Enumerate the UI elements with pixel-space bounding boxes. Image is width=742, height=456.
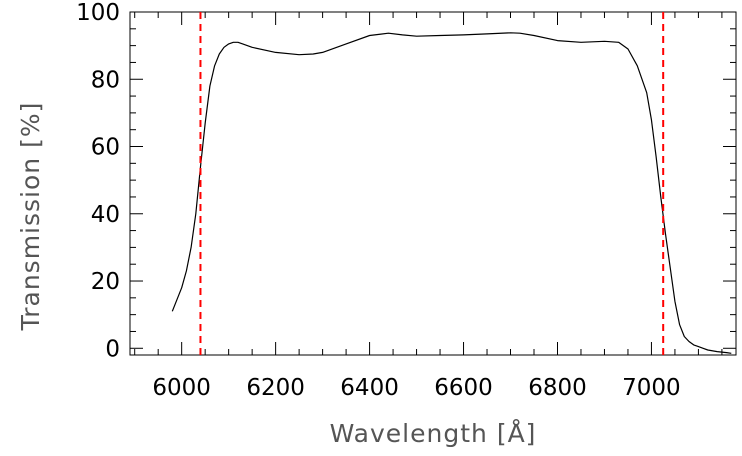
x-tick-label: 6600 (434, 375, 493, 401)
transmission-curve (171, 32, 732, 354)
ticks-layer: 6000 6200 6400 6600 6800 7000 0 20 40 60 80 100 (76, 0, 736, 401)
x-tick-label: 6200 (246, 375, 305, 401)
y-axis-title: Transmission [%] (16, 102, 45, 332)
y-tick-label: 20 (91, 269, 120, 295)
x-tick-label: 6800 (528, 375, 587, 401)
plot-frame (129, 11, 737, 356)
y-tick-label: 100 (76, 0, 120, 26)
y-tick-label: 80 (91, 67, 120, 93)
x-tick-label: 6000 (152, 375, 211, 401)
y-tick-label: 0 (105, 336, 120, 362)
x-tick-label: 6400 (340, 375, 399, 401)
x-axis-title: Wavelength [Å] (330, 419, 537, 448)
y-tick-label: 60 (91, 135, 120, 161)
y-tick-label: 40 (91, 202, 120, 228)
x-tick-label: 7000 (622, 375, 681, 401)
plot-layer (129, 11, 737, 356)
